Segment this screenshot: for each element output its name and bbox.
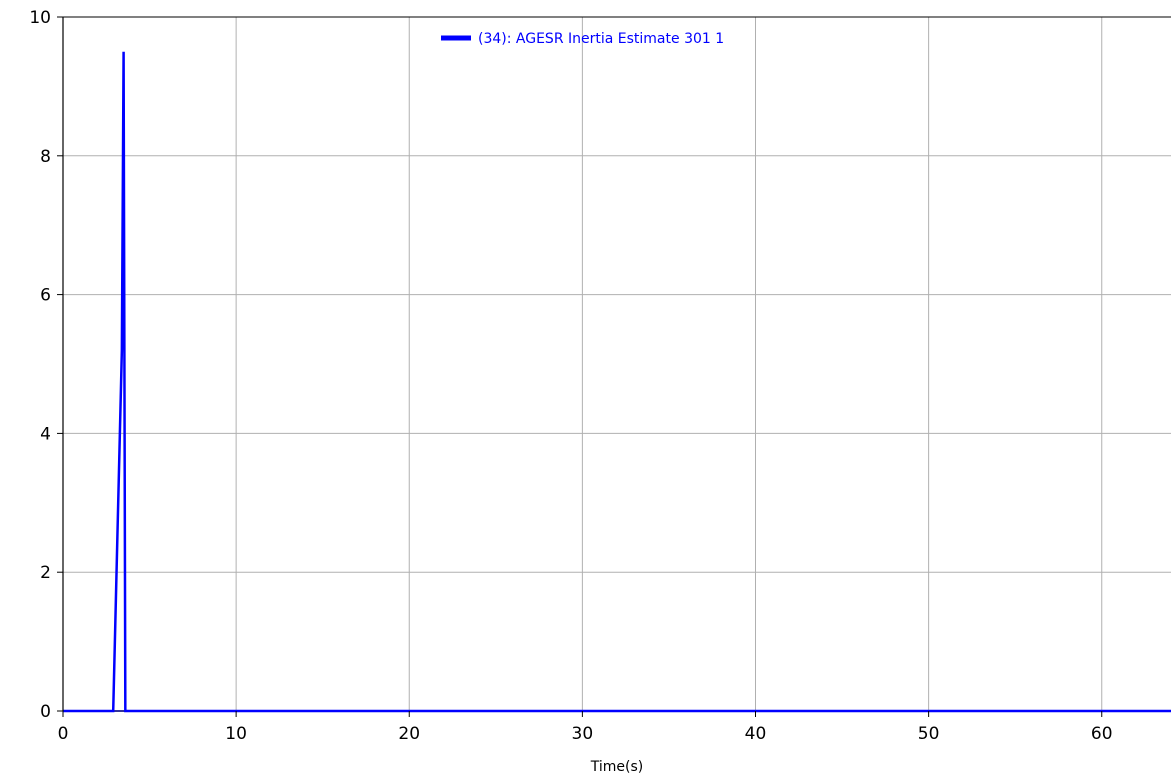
y-tick-label: 10 xyxy=(29,8,51,28)
x-tick-label: 30 xyxy=(572,724,594,744)
axes xyxy=(62,16,1171,711)
x-tick-label: 40 xyxy=(745,724,767,744)
y-tick-label: 0 xyxy=(40,702,51,722)
grid-lines xyxy=(63,17,1171,711)
x-tick-label: 10 xyxy=(225,724,247,744)
y-tick-label: 6 xyxy=(40,286,51,306)
tick-marks: 0 10 20 30 40 50 60 0 2 4 6 8 10 xyxy=(29,8,1112,744)
legend: (34): AGESR Inertia Estimate 301 1 xyxy=(441,31,724,47)
series-layer xyxy=(62,51,1171,713)
y-tick-label: 2 xyxy=(40,563,51,583)
x-tick-label: 0 xyxy=(58,724,69,744)
y-tick-label: 4 xyxy=(40,424,51,444)
x-axis-label: Time(s) xyxy=(590,759,643,775)
x-tick-label: 50 xyxy=(918,724,940,744)
x-tick-label: 60 xyxy=(1091,724,1113,744)
series-line xyxy=(63,51,1171,713)
x-tick-label: 20 xyxy=(398,724,420,744)
y-tick-label: 8 xyxy=(40,147,51,167)
legend-label: (34): AGESR Inertia Estimate 301 1 xyxy=(478,31,724,47)
